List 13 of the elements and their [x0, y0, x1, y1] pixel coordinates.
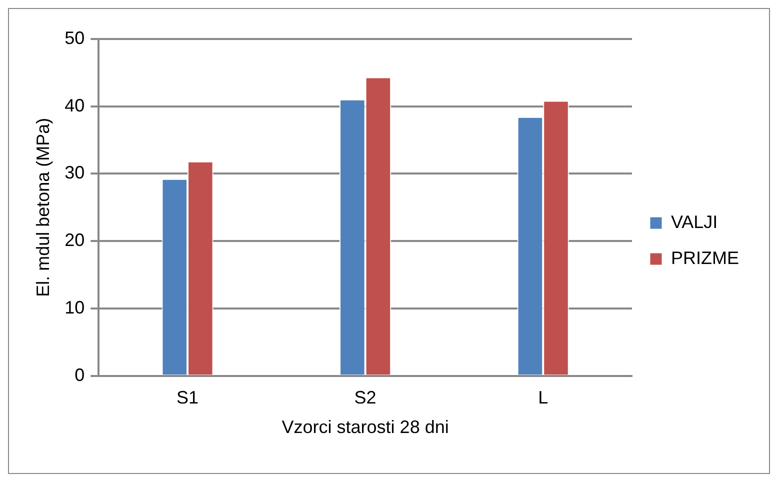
legend-label: VALJI	[671, 212, 718, 232]
y-tick-label: 40	[64, 95, 85, 116]
y-tick-label: 0	[74, 364, 85, 385]
x-axis-title: Vzorci starosti 28 dni	[282, 417, 449, 438]
x-tick-label: S2	[354, 388, 376, 408]
y-tick-label: 20	[64, 230, 85, 250]
x-tick-label: L	[538, 388, 548, 408]
y-tick-label: 10	[64, 297, 85, 318]
y-tick-label: 50	[64, 28, 85, 48]
legend-label: PRIZME	[671, 248, 740, 268]
x-tick-label: S1	[176, 388, 199, 408]
y-tick-label: 30	[64, 162, 85, 183]
y-axis-title: El. mdul betona (MPa)	[32, 118, 53, 297]
